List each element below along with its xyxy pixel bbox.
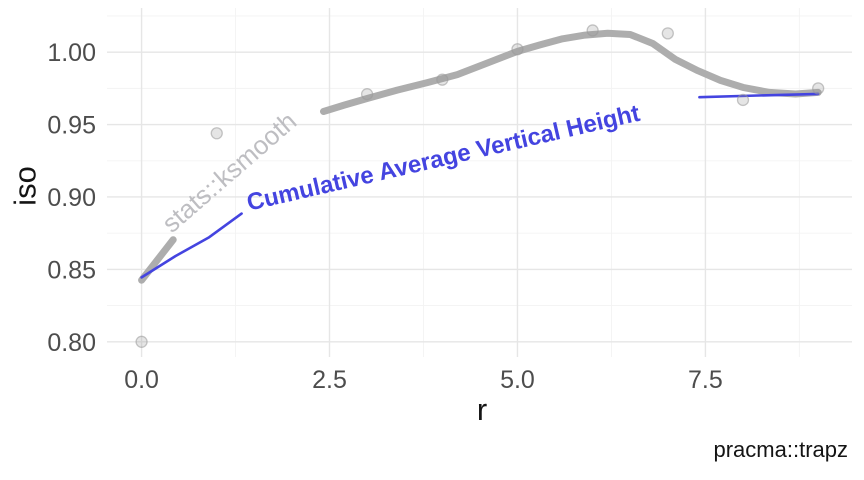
x-axis-title: r — [476, 392, 488, 427]
series-line-smooth-line — [320, 29, 822, 115]
y-tick-label: 0.90 — [47, 184, 96, 212]
x-tick-label: 7.5 — [688, 366, 723, 394]
y-tick-label: 0.85 — [47, 256, 96, 284]
y-tick-label: 0.95 — [47, 112, 96, 140]
data-point — [210, 127, 223, 140]
data-point — [812, 82, 825, 95]
plot-caption: pracma::trapz — [713, 437, 849, 462]
x-tick-label: 5.0 — [500, 366, 535, 394]
y-tick-label: 1.00 — [47, 39, 96, 67]
data-point — [135, 335, 148, 348]
y-axis-title: iso — [7, 166, 43, 206]
data-point — [436, 73, 449, 86]
data-point — [360, 88, 374, 101]
data-point — [736, 93, 750, 107]
data-point — [661, 27, 674, 40]
series-line-cumulative-average-line — [698, 92, 820, 99]
data-point — [511, 43, 524, 56]
x-tick-label: 0.0 — [124, 366, 159, 394]
data-point — [586, 24, 599, 37]
series-line-cumulative-average-line — [140, 212, 243, 279]
x-tick-label: 2.5 — [312, 366, 347, 394]
y-tick-label: 0.80 — [47, 329, 96, 357]
